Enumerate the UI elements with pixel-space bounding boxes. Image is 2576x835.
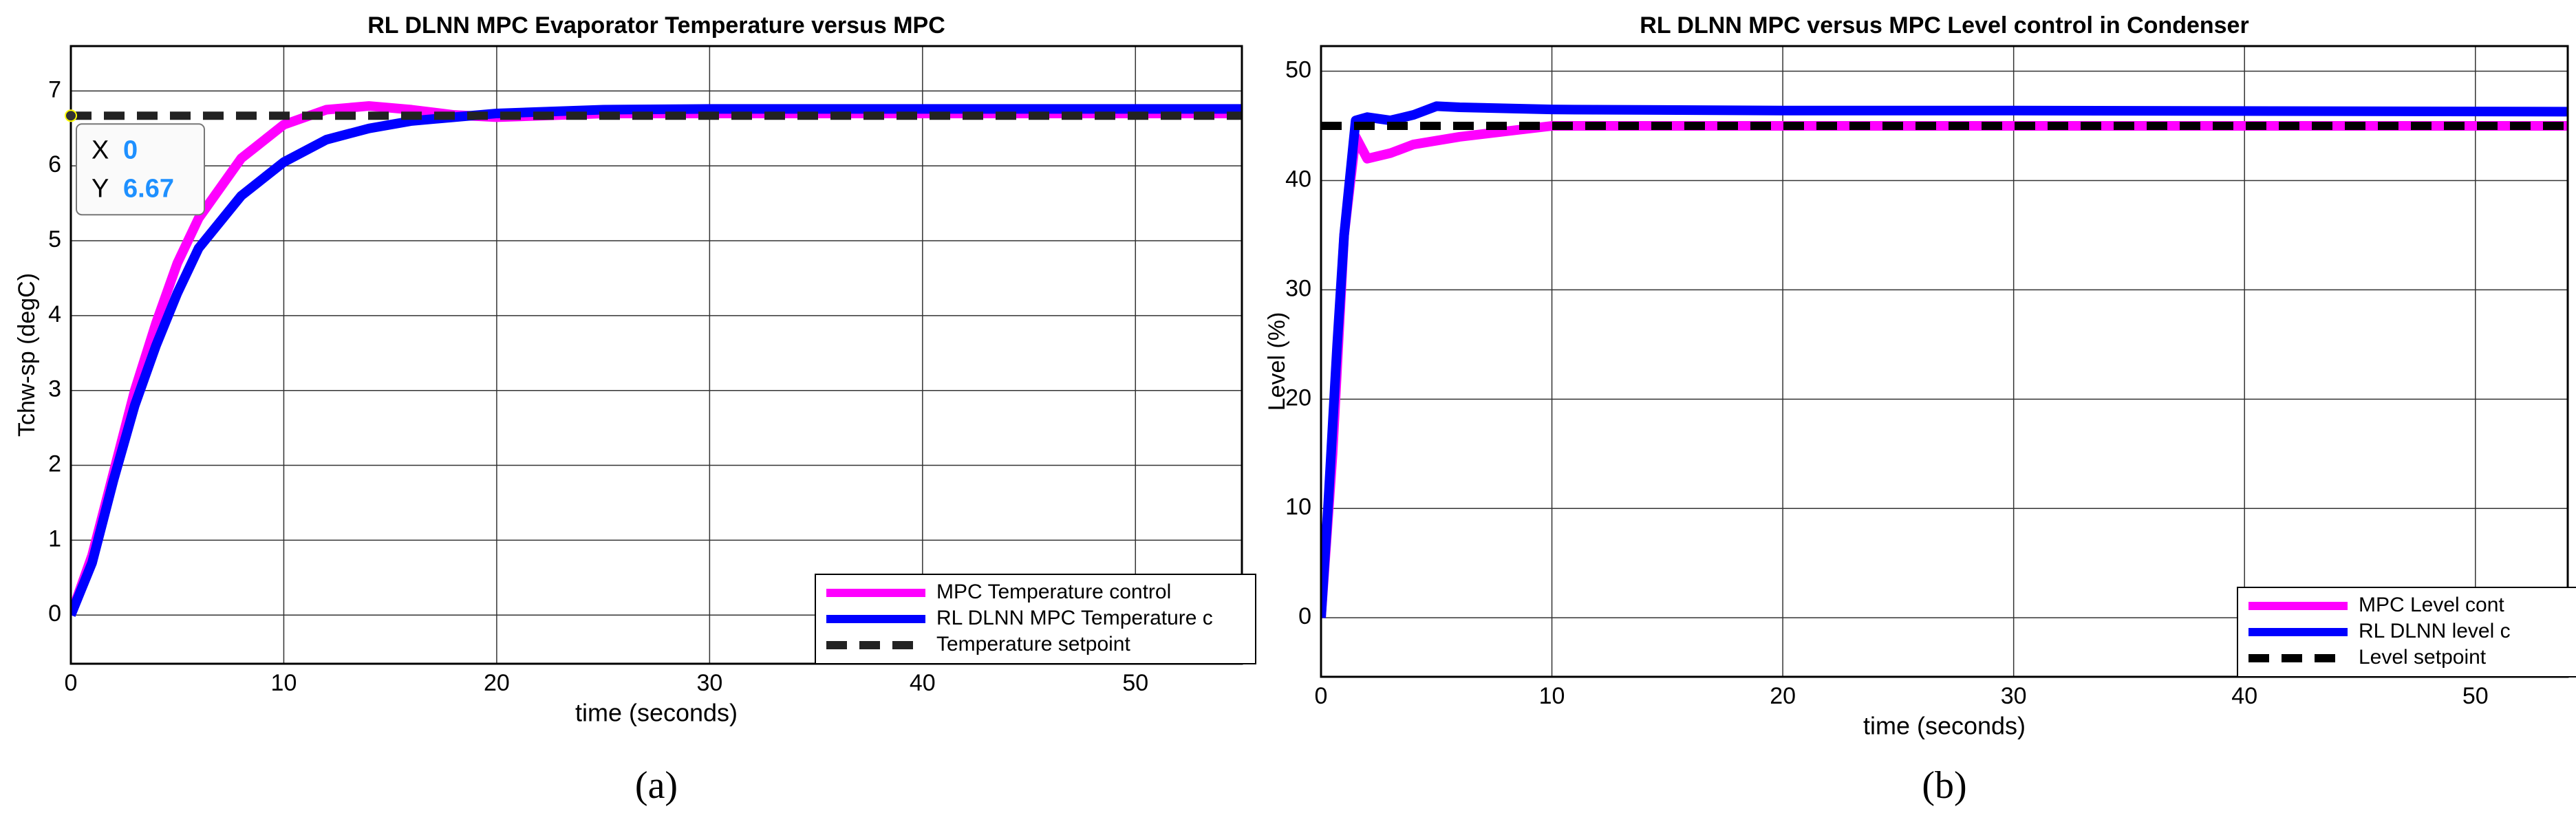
y-tick-label: 2 (48, 451, 61, 477)
x-tick-label: 10 (271, 670, 297, 696)
y-tick-label: 20 (1285, 384, 1311, 411)
plot-lines (1321, 101, 2568, 618)
series-line (1321, 101, 2568, 618)
y-tick-label: 4 (48, 301, 61, 327)
x-tick-label: 10 (1539, 683, 1565, 709)
y-tick-label: 30 (1285, 275, 1311, 301)
datatip-x-label: X (92, 135, 109, 164)
legend-label: RL DLNN level c (2359, 620, 2511, 642)
caption: (b) (1922, 764, 1966, 807)
x-tick-label: 0 (65, 670, 78, 696)
chart-title: RL DLNN MPC Evaporator Temperature versu… (367, 12, 945, 39)
x-tick-label: 20 (484, 670, 510, 696)
y-tick-label: 1 (48, 525, 61, 552)
legend: MPC Temperature control RL DLNN MPC Tempe… (815, 574, 1256, 664)
legend-label: RL DLNN MPC Temperature c (936, 607, 1213, 629)
legend: MPC Level cont RL DLNN level c Level setpo… (2237, 587, 2576, 677)
y-tick-label: 5 (48, 226, 61, 252)
datatip-box (76, 123, 205, 216)
datatip-y-value: 6.67 (123, 174, 174, 203)
axes-box (1320, 45, 2569, 678)
y-tick-label: 0 (48, 600, 61, 627)
y-tick-label: 7 (48, 76, 61, 102)
axes-box (69, 45, 1243, 665)
y-axis-label: Tchw-sp (degC) (14, 273, 40, 437)
y-tick-label: 6 (48, 151, 61, 177)
series-line (71, 104, 1242, 617)
x-tick-label: 50 (2462, 683, 2489, 709)
y-tick-label: 10 (1285, 494, 1311, 520)
plot-lines (71, 101, 1242, 617)
y-tick-label: 0 (1298, 603, 1311, 629)
y-tick-label: 3 (48, 376, 61, 402)
legend-label: Level setpoint (2359, 646, 2487, 669)
x-tick-label: 50 (1122, 670, 1148, 696)
chart-title: RL DLNN MPC versus MPC Level control in … (1640, 12, 2248, 39)
x-tick-label: 30 (2001, 683, 2027, 709)
x-tick-label: 40 (2231, 683, 2257, 709)
datatip-x-value: 0 (123, 135, 138, 164)
x-tick-label: 20 (1770, 683, 1796, 709)
plot-area (71, 46, 1242, 664)
datatip-point (65, 109, 77, 122)
x-axis-label: time (seconds) (1863, 712, 2026, 740)
x-tick-label: 40 (910, 670, 936, 696)
y-axis-label: Level (%) (1264, 312, 1290, 411)
datatip-y-label: Y (92, 174, 109, 203)
chart: 0 10 20 30 40 50 0 1 2 3 4 5 6 7 RL DLNN MPC Evaporato… (14, 12, 1256, 807)
y-tick-label: 50 (1285, 57, 1311, 83)
datatip: X 0Y 6.67 (65, 109, 205, 216)
chart: 0 10 20 30 40 50 0 10 20 30 40 50 RL DLNN MPC versus… (1264, 12, 2576, 807)
legend-label: MPC Level cont (2359, 594, 2504, 616)
x-tick-label: 0 (1315, 683, 1328, 709)
x-axis-label: time (seconds) (575, 699, 738, 727)
legend-label: Temperature setpoint (936, 633, 1130, 655)
legend-label: MPC Temperature control (936, 581, 1171, 603)
x-tick-label: 30 (696, 670, 722, 696)
y-tick-label: 40 (1285, 166, 1311, 192)
plot-area (1321, 46, 2568, 677)
caption: (a) (635, 764, 678, 807)
